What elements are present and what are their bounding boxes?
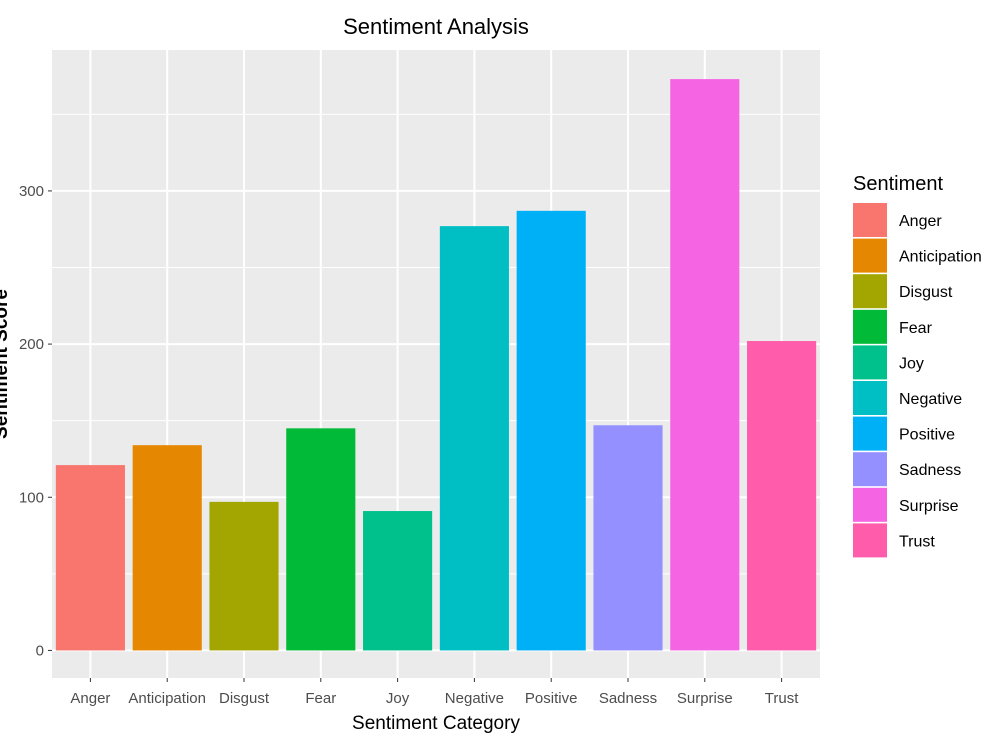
- y-tick-label: 300: [19, 183, 44, 200]
- bar-trust: [747, 341, 817, 651]
- legend-title: Sentiment: [853, 173, 943, 195]
- bar-anger: [55, 465, 125, 651]
- legend: Sentiment Anger Anticipation Disgust Fear Jo…: [853, 173, 982, 558]
- x-tick-label-negative: Negative: [445, 690, 504, 707]
- legend-label-positive: Positive: [899, 427, 955, 444]
- legend-label-anticipation: Anticipation: [899, 249, 982, 266]
- legend-label-surprise: Surprise: [899, 498, 959, 515]
- x-tick-label-anticipation: Anticipation: [128, 690, 206, 707]
- x-tick-label-sadness: Sadness: [599, 690, 657, 707]
- y-tick-label: 100: [19, 489, 44, 506]
- legend-label-trust: Trust: [899, 533, 935, 550]
- x-tick-label-disgust: Disgust: [219, 690, 270, 707]
- x-axis-title: Sentiment Category: [352, 713, 520, 734]
- x-tick-label-surprise: Surprise: [677, 690, 733, 707]
- legend-key-sadness: [853, 452, 887, 487]
- y-axis: 0 100 200 300: [19, 183, 52, 659]
- x-axis: Anger Anticipation Disgust Fear Joy Negative P…: [70, 678, 799, 707]
- x-tick-label-fear: Fear: [305, 690, 336, 707]
- legend-key-anticipation: [853, 238, 887, 273]
- legend-key-joy: [853, 345, 887, 380]
- legend-key-surprise: [853, 487, 887, 522]
- legend-label-sadness: Sadness: [899, 462, 961, 479]
- bars: [55, 79, 817, 651]
- legend-key-fear: [853, 309, 887, 344]
- bar-sadness: [593, 425, 663, 651]
- legend-label-fear: Fear: [899, 320, 933, 337]
- legend-key-anger: [853, 203, 887, 237]
- bar-surprise: [670, 79, 740, 651]
- x-tick-label-positive: Positive: [525, 690, 578, 707]
- legend-label-joy: Joy: [899, 355, 924, 372]
- legend-label-anger: Anger: [899, 213, 942, 230]
- legend-key-disgust: [853, 274, 887, 309]
- legend-label-disgust: Disgust: [899, 284, 953, 301]
- bar-negative: [439, 226, 509, 651]
- legend-label-negative: Negative: [899, 391, 962, 408]
- bar-joy: [363, 511, 433, 651]
- y-tick-label: 200: [19, 336, 44, 353]
- bar-positive: [516, 210, 586, 651]
- x-tick-label-anger: Anger: [70, 690, 110, 707]
- legend-key-negative: [853, 381, 887, 415]
- y-tick-label: 0: [36, 642, 44, 659]
- x-tick-label-trust: Trust: [765, 690, 799, 707]
- y-axis-title: Sentiment Score: [0, 289, 12, 439]
- legend-key-positive: [853, 416, 887, 451]
- x-tick-label-joy: Joy: [386, 690, 410, 707]
- bar-anticipation: [132, 445, 202, 651]
- bar-disgust: [209, 501, 279, 651]
- bar-fear: [286, 428, 356, 651]
- chart-title: Sentiment Analysis: [343, 14, 529, 39]
- legend-key-trust: [853, 523, 887, 558]
